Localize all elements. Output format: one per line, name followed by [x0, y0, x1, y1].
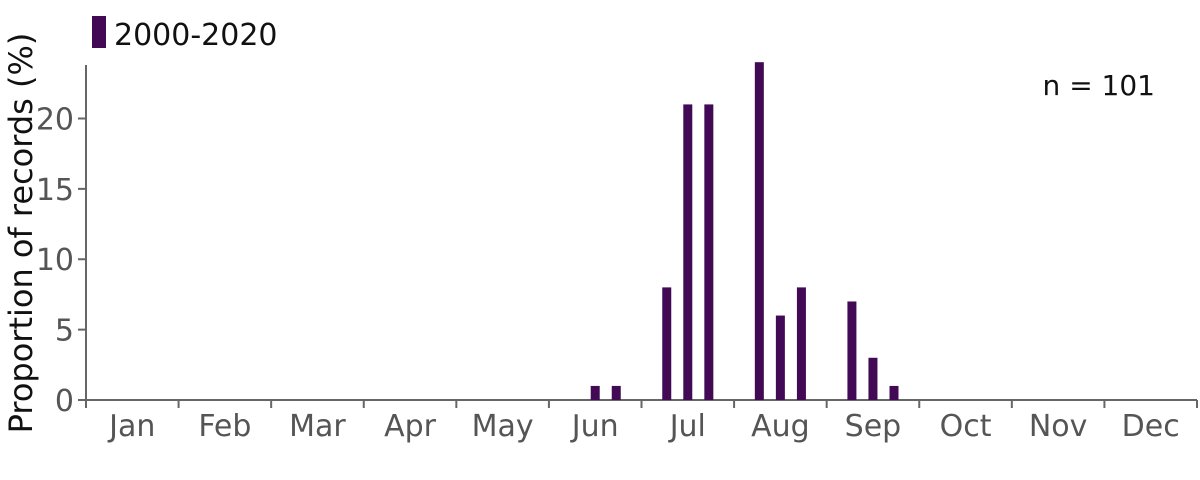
bar: [590, 385, 600, 400]
y-tick-label: 20: [36, 102, 74, 137]
bar: [889, 385, 899, 400]
y-tick-label: 5: [55, 314, 74, 349]
x-tick-label: Jan: [107, 409, 155, 444]
x-tick-label: Sep: [845, 409, 902, 444]
bar: [683, 104, 693, 400]
bars: [590, 62, 899, 400]
x-tick-label: Nov: [1029, 409, 1088, 444]
bar: [796, 287, 806, 400]
x-tick-label: Apr: [384, 409, 437, 444]
bar: [611, 385, 621, 400]
x-tick-label: Dec: [1122, 409, 1180, 444]
x-axis: Jan Feb Mar Apr May Jun Jul Aug Sep Oct Nov Dec: [85, 399, 1198, 444]
bar: [662, 287, 672, 400]
bar: [868, 357, 878, 400]
x-tick-label: Oct: [940, 409, 992, 444]
legend-swatch: [92, 16, 106, 48]
x-tick-label: Aug: [751, 409, 810, 444]
bar: [775, 315, 785, 400]
x-tick-label: May: [472, 409, 534, 444]
bar: [704, 104, 714, 400]
x-tick-label: Mar: [289, 409, 346, 444]
x-tick-label: Feb: [198, 409, 251, 444]
bar: [847, 301, 857, 400]
x-tick-label: Jun: [570, 409, 619, 444]
legend-label: 2000-2020: [114, 18, 278, 53]
y-axis-title: Proportion of records (%): [2, 33, 40, 434]
y-tick-label: 15: [36, 173, 74, 208]
x-tick-label: Jul: [668, 409, 706, 444]
y-tick-label: 0: [55, 384, 74, 419]
bar: [754, 62, 764, 400]
legend: 2000-2020: [92, 16, 278, 53]
sample-size-annotation: n = 101: [1043, 69, 1155, 102]
y-tick-label: 10: [36, 243, 74, 278]
y-axis: 0 5 10 15 20: [36, 65, 87, 419]
